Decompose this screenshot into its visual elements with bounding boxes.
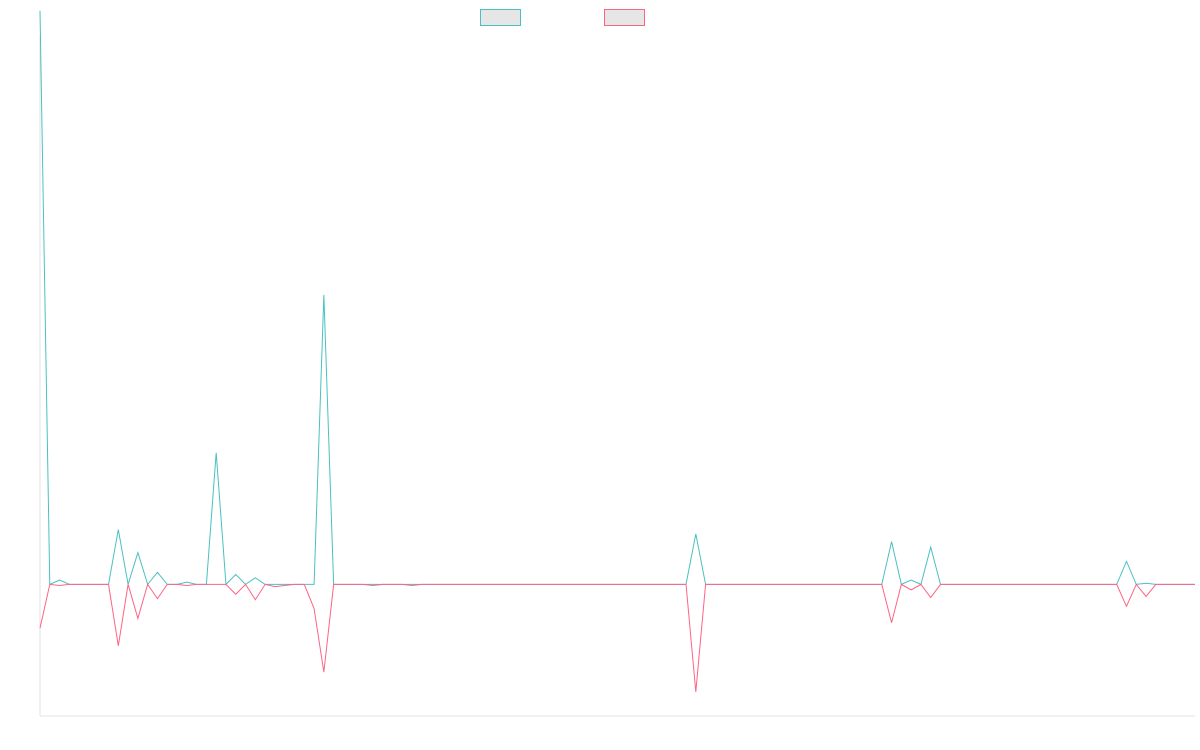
legend-swatch-1[interactable] bbox=[480, 9, 521, 26]
series-2 bbox=[39, 583, 1195, 692]
series-1-line bbox=[39, 10, 1195, 586]
series-1 bbox=[39, 10, 1195, 586]
legend bbox=[480, 9, 645, 26]
chart-axes bbox=[39, 36, 1195, 717]
series-2-line bbox=[39, 583, 1195, 692]
series-layer bbox=[39, 10, 1195, 692]
legend-swatch-2[interactable] bbox=[604, 9, 645, 26]
